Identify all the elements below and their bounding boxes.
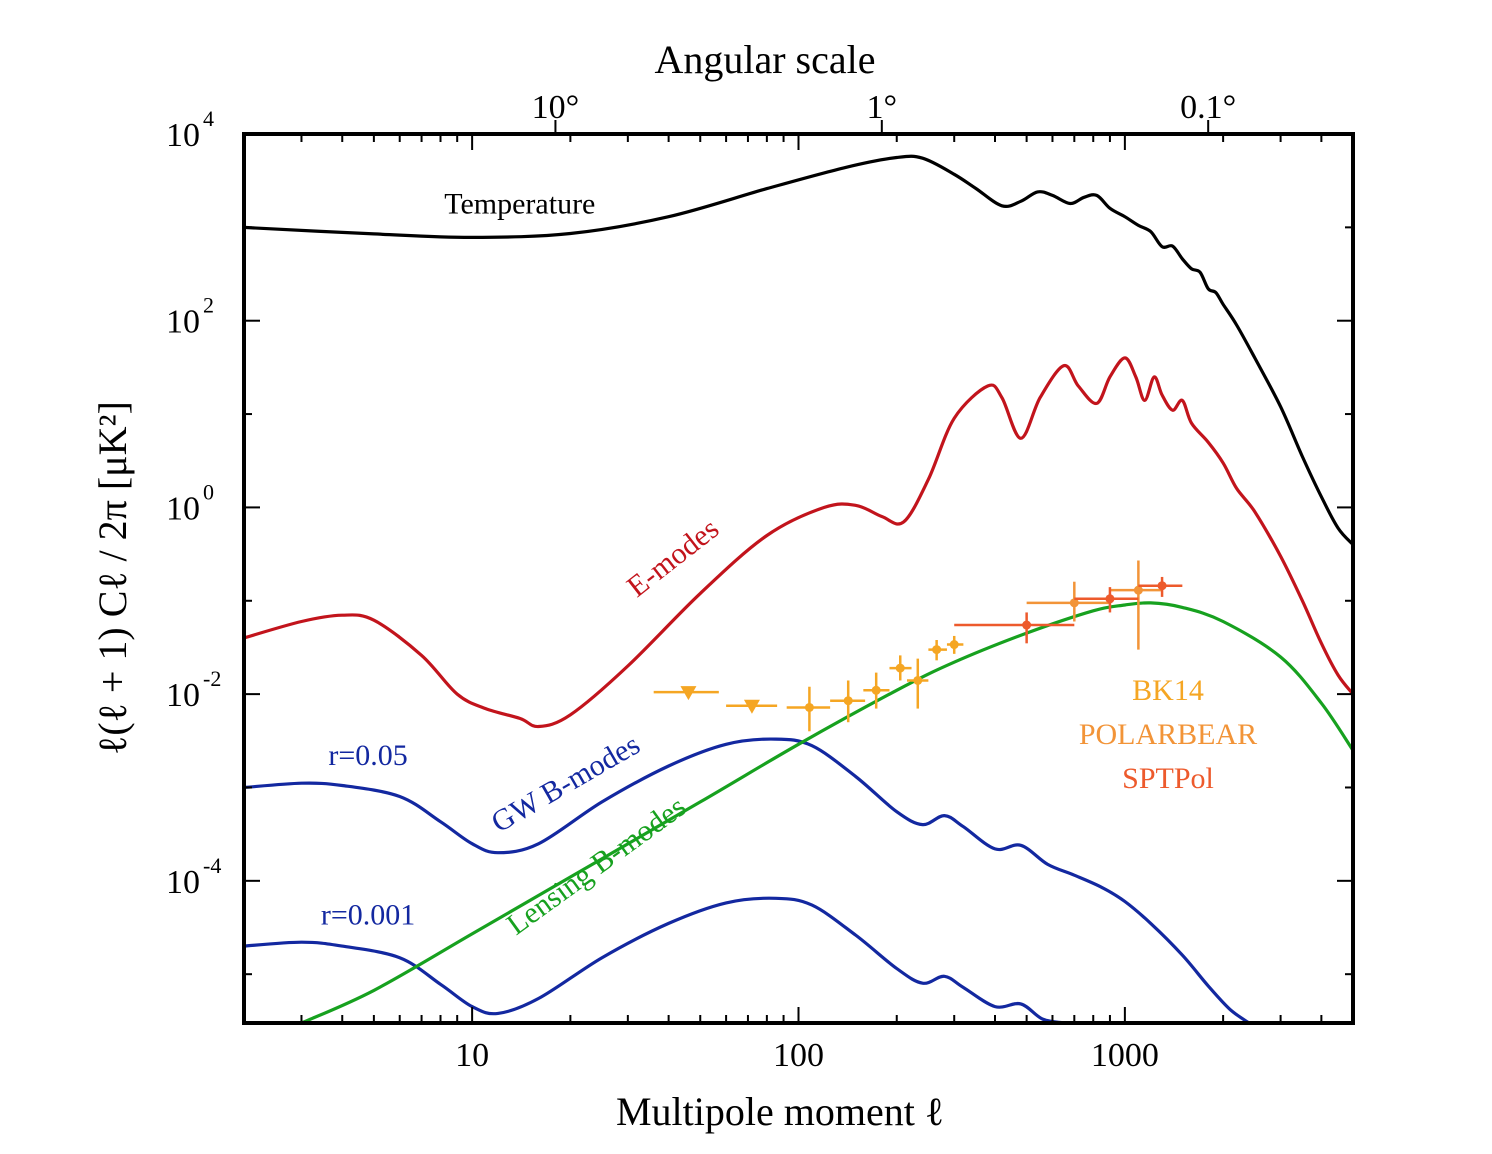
data-point-bk14-4 bbox=[863, 672, 890, 709]
y-tick-base: 10 bbox=[166, 864, 200, 901]
curves-layer bbox=[244, 154, 1353, 1023]
y-tick-label: 10 -2 bbox=[166, 666, 221, 714]
x-axis-title: Multipole moment ℓ bbox=[616, 1089, 944, 1134]
series-line-gw-b-modes-r-0-05 bbox=[244, 737, 1250, 1023]
top-tick-label: 0.1° bbox=[1180, 89, 1236, 126]
point-marker bbox=[949, 640, 959, 650]
series-line-temperature bbox=[244, 154, 1353, 546]
y-tick-exponent: -4 bbox=[203, 853, 221, 878]
series-line-lensing-b-modes bbox=[300, 601, 1353, 1023]
data-point-bk14-8 bbox=[946, 635, 964, 654]
data-point-sptpol-0 bbox=[954, 612, 1075, 644]
ticks-layer bbox=[243, 120, 1354, 1023]
curve-label-r-0-001: r=0.001 bbox=[321, 899, 415, 932]
curve-label-temperature: Temperature bbox=[444, 188, 595, 221]
y-tick-base: 10 bbox=[166, 490, 200, 527]
curve-label-gw-b-modes: GW B-modes bbox=[486, 728, 646, 839]
y-tick-base: 10 bbox=[166, 304, 200, 341]
point-marker bbox=[1133, 585, 1143, 595]
top-tick-label: 10° bbox=[532, 89, 580, 126]
series-line-e-modes bbox=[244, 356, 1353, 729]
top-axis-title: Angular scale bbox=[654, 37, 875, 82]
data-point-bk14-0 bbox=[653, 686, 719, 701]
legend-entry-sptpol: SPTPol bbox=[1122, 762, 1214, 795]
y-tick-label: 10 0 bbox=[166, 479, 214, 527]
curve-label-r-0-05: r=0.05 bbox=[328, 739, 407, 772]
point-marker bbox=[871, 685, 881, 695]
data-point-bk14-2 bbox=[786, 686, 831, 732]
y-tick-exponent: 0 bbox=[203, 479, 214, 504]
point-marker bbox=[1022, 620, 1032, 630]
data-point-sptpol-2 bbox=[1138, 576, 1183, 597]
data-point-bk14-3 bbox=[830, 680, 866, 723]
data-point-polarbear-0 bbox=[1026, 581, 1110, 622]
data-point-bk14-5 bbox=[889, 655, 912, 681]
y-tick-label: 10 -4 bbox=[166, 853, 221, 901]
y-tick-base: 10 bbox=[166, 117, 200, 154]
upper-limit-marker bbox=[743, 699, 760, 714]
point-marker bbox=[843, 696, 853, 706]
legend-entry-polarbear: POLARBEAR bbox=[1079, 718, 1257, 751]
data-point-bk14-6 bbox=[906, 658, 929, 709]
x-tick-label: 100 bbox=[773, 1037, 824, 1074]
point-marker bbox=[913, 675, 923, 685]
y-tick-exponent: -2 bbox=[203, 666, 221, 691]
data-point-bk14-7 bbox=[928, 639, 947, 661]
point-marker bbox=[1069, 598, 1079, 608]
data-point-polarbear-1 bbox=[1109, 560, 1163, 650]
point-marker bbox=[895, 663, 905, 673]
y-axis-title: ℓ(ℓ + 1) Cℓ / 2π [μK²] bbox=[90, 401, 135, 755]
y-tick-base: 10 bbox=[166, 677, 200, 714]
point-marker bbox=[932, 645, 942, 655]
data-points-layer bbox=[653, 560, 1183, 732]
series-line-gw-b-modes-r-0-001 bbox=[244, 896, 1067, 1023]
data-point-sptpol-1 bbox=[1074, 587, 1139, 613]
top-tick-label: 1° bbox=[867, 89, 898, 126]
y-tick-label: 10 4 bbox=[166, 106, 214, 154]
y-tick-exponent: 2 bbox=[203, 293, 214, 318]
upper-limit-marker bbox=[680, 686, 697, 701]
point-marker bbox=[1105, 594, 1115, 604]
point-marker bbox=[1157, 581, 1167, 591]
y-tick-label: 10 2 bbox=[166, 293, 214, 341]
x-tick-label: 10 bbox=[455, 1037, 489, 1074]
curve-label-e-modes: E-modes bbox=[621, 512, 725, 604]
y-tick-exponent: 4 bbox=[203, 106, 214, 131]
x-tick-label: 1000 bbox=[1091, 1037, 1159, 1074]
legend: BK14 POLARBEAR SPTPol bbox=[1079, 674, 1257, 795]
plot-frame bbox=[242, 132, 1355, 1025]
legend-entry-bk14: BK14 bbox=[1132, 674, 1204, 707]
point-marker bbox=[804, 702, 814, 712]
data-point-bk14-1 bbox=[726, 699, 778, 714]
